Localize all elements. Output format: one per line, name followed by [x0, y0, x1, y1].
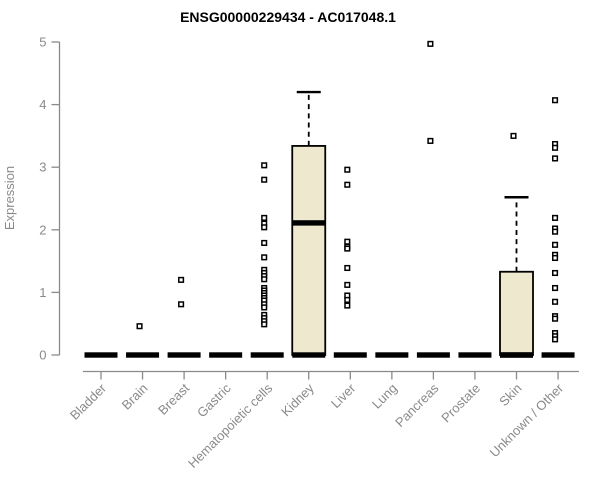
outlier-point-hematopoietic-cells	[261, 276, 268, 283]
outlier-point-unknown-other	[552, 284, 559, 292]
outlier-point-liver	[344, 296, 351, 303]
outlier-point-liver	[344, 181, 351, 188]
x-tick-label: Liver	[328, 380, 359, 411]
zero-bar-unknown-other	[541, 352, 575, 358]
x-tick-label: Unknown / Other	[487, 380, 567, 460]
outlier-point-liver	[344, 264, 351, 272]
x-tick-label: Lung	[369, 381, 400, 412]
zero-bar-liver	[333, 352, 367, 358]
outlier-point-liver	[344, 281, 351, 288]
outlier-point-breast	[178, 276, 185, 283]
outlier-point-unknown-other	[552, 214, 559, 221]
outlier-point-unknown-other	[552, 155, 559, 162]
y-tick-label: 3	[39, 160, 46, 175]
outlier-point-hematopoietic-cells	[261, 254, 268, 261]
y-tick-label: 0	[39, 348, 46, 363]
outlier-point-hematopoietic-cells	[261, 214, 268, 221]
outlier-point-unknown-other	[552, 254, 559, 262]
median-kidney	[292, 220, 326, 226]
outlier-point-liver	[344, 238, 351, 245]
outlier-point-unknown-other	[552, 269, 559, 277]
outlier-point-unknown-other	[552, 241, 559, 248]
outlier-point-pancreas	[427, 40, 434, 47]
zero-bar-bladder	[84, 352, 118, 358]
outlier-point-hematopoietic-cells	[261, 162, 268, 169]
outlier-point-hematopoietic-cells	[261, 321, 268, 328]
zero-bar-hematopoietic-cells	[250, 352, 284, 358]
outlier-point-unknown-other	[552, 298, 559, 305]
y-tick-label: 5	[39, 35, 46, 50]
outlier-point-unknown-other	[552, 315, 559, 322]
outlier-point-hematopoietic-cells	[261, 239, 268, 246]
outlier-point-unknown-other	[552, 144, 559, 151]
box-kidney	[291, 145, 327, 356]
zero-bar-brain	[126, 352, 160, 358]
outlier-point-unknown-other	[552, 228, 559, 235]
zero-bar-pancreas	[416, 352, 450, 358]
x-tick-label: Gastric	[194, 380, 234, 420]
outlier-point-pancreas	[427, 137, 434, 144]
zero-bar-skin	[500, 352, 533, 358]
x-tick-label: Breast	[155, 380, 192, 417]
x-tick-label: Kidney	[278, 380, 317, 419]
outlier-point-skin	[510, 132, 517, 139]
y-tick-label: 2	[39, 222, 46, 237]
outlier-point-breast	[178, 301, 185, 308]
y-tick-label: 4	[39, 97, 46, 112]
outlier-point-liver	[344, 245, 351, 252]
chart-title: ENSG00000229434 - AC017048.1	[180, 9, 396, 25]
outlier-point-hematopoietic-cells	[261, 304, 268, 311]
x-tick-label: Brain	[119, 381, 151, 413]
outlier-point-hematopoietic-cells	[261, 224, 268, 231]
zero-bar-prostate	[458, 352, 492, 358]
y-tick-label: 1	[39, 285, 46, 300]
outlier-point-liver	[344, 166, 351, 173]
zero-bar-lung	[375, 352, 409, 358]
zero-bar-kidney	[292, 352, 326, 358]
box-skin	[499, 270, 534, 356]
outlier-point-unknown-other	[552, 336, 559, 343]
outlier-point-unknown-other	[552, 97, 559, 104]
y-axis-label: Expression	[2, 166, 17, 230]
outlier-point-brain	[136, 323, 143, 330]
zero-bar-breast	[167, 352, 201, 358]
x-tick-label: Prostate	[438, 381, 483, 426]
zero-bar-gastric	[209, 352, 243, 358]
x-tick-label: Skin	[496, 381, 524, 409]
x-tick-label: Bladder	[67, 380, 110, 423]
x-tick-label: Pancreas	[392, 380, 442, 430]
outlier-point-hematopoietic-cells	[261, 176, 268, 183]
outlier-point-liver	[344, 302, 351, 309]
